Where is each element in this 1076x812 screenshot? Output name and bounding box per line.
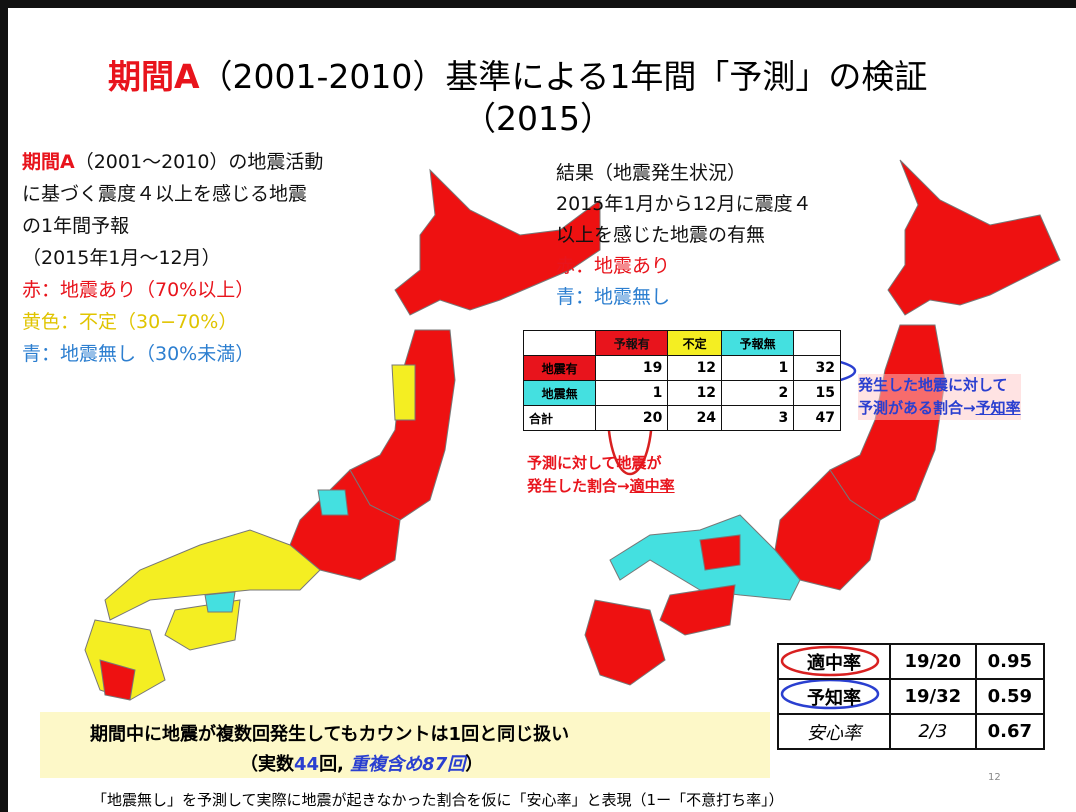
title-lead: 期間A xyxy=(108,57,200,96)
honshu-north-right xyxy=(829,324,946,521)
note-term: 適中率 xyxy=(629,477,675,495)
legend-line: 2015年1月から12月に震度４ xyxy=(556,193,812,215)
score: 0.67 xyxy=(974,713,1046,750)
header-cell: 予報有 xyxy=(595,330,669,356)
note-line: 予測に対して地震が xyxy=(527,454,662,472)
legend-lead: 期間A xyxy=(22,151,75,173)
note-part: （実数 xyxy=(240,754,294,775)
ratio: 19/20 xyxy=(889,643,977,680)
metric: 安心率 xyxy=(777,713,891,750)
ratio: 2/3 xyxy=(889,713,977,750)
note-sub: （実数44回, 重複含め87回） xyxy=(240,750,483,776)
legend-line: の1年間予報 xyxy=(22,215,130,237)
recall-note: 発生した地震に対して 予測がある割合→予知率 xyxy=(858,374,1021,420)
page-number: 12 xyxy=(988,772,1001,783)
precision-note: 予測に対して地震が 発生した割合→適中率 xyxy=(527,452,675,498)
kii-cyan-left xyxy=(204,591,236,613)
contingency-table: 予報有 不定 予報無 地震有 19 12 1 32 地震無 1 12 2 15 合計 20 24 3 47 xyxy=(522,330,841,431)
honshu-yellow-left xyxy=(391,364,416,421)
cell: 47 xyxy=(793,405,841,431)
legend-blue: 青：地震無し xyxy=(556,286,671,308)
legend-line: （2015年1月～12月） xyxy=(22,247,221,269)
note-part: 回, xyxy=(319,754,351,775)
honshu-west-left xyxy=(104,529,321,621)
honshu-cyan-left xyxy=(317,489,349,516)
title-line2: （2015） xyxy=(463,99,613,138)
hokkaido-left xyxy=(394,168,601,316)
ratio: 19/32 xyxy=(889,678,977,715)
legend-yellow: 黄色：不定（30−70%） xyxy=(22,311,238,333)
shikoku-right xyxy=(659,584,736,636)
cell: 12 xyxy=(667,355,723,381)
cell: 2 xyxy=(721,380,795,406)
legend-line: 以上を感じた地震の有無 xyxy=(556,224,766,246)
cell: 20 xyxy=(595,405,669,431)
left-legend: 期間A（2001～2010）の地震活動 に基づく震度４以上を感じる地震 の1年間… xyxy=(22,146,323,370)
note-main: 期間中に地震が複数回発生してもカウントは1回と同じ扱い xyxy=(90,724,570,745)
note-part: 44 xyxy=(294,754,320,775)
cell: 1 xyxy=(595,380,669,406)
note-term: 予知率 xyxy=(975,399,1021,417)
legend-blue: 青：地震無し（30%未満） xyxy=(22,343,255,365)
cell: 12 xyxy=(667,380,723,406)
header-cell xyxy=(793,330,841,356)
header-cell xyxy=(522,330,597,356)
legend-text: （2001～2010）の地震活動 xyxy=(74,151,324,173)
legend-red: 赤：地震あり（70%以上） xyxy=(22,279,255,301)
note-line: 予測がある割合→予知率 xyxy=(858,397,1021,420)
hokkaido-right xyxy=(887,159,1061,316)
note-text: 発生した割合→ xyxy=(527,477,630,495)
footer: 「地震無し」を予測して実際に地震が起きなかった割合を仮に「安心率」と表現（1ー「… xyxy=(92,791,784,809)
chugoku-red-right xyxy=(699,534,741,571)
score: 0.59 xyxy=(974,678,1046,715)
cell: 3 xyxy=(721,405,795,431)
cell: 15 xyxy=(793,380,841,406)
legend-red: 赤：地震あり xyxy=(556,255,671,277)
cell: 19 xyxy=(595,355,669,381)
cell: 24 xyxy=(667,405,723,431)
row-label: 地震無 xyxy=(522,380,597,406)
summary-table: 適中率 19/20 0.95 予知率 19/32 0.59 安心率 2/3 0.67 xyxy=(777,643,1046,750)
note-box: 期間中に地震が複数回発生してもカウントは1回と同じ扱い （実数44回, 重複含め… xyxy=(40,712,770,778)
kyushu-red-left xyxy=(99,659,136,701)
legend-line: に基づく震度４以上を感じる地震 xyxy=(22,183,308,205)
note-text: 予測がある割合→ xyxy=(858,399,976,417)
row-label: 地震有 xyxy=(522,355,597,381)
note-part: ） xyxy=(465,754,484,775)
note-line: 発生した割合→適中率 xyxy=(527,475,675,498)
honshu-north-left xyxy=(349,329,456,521)
cell: 32 xyxy=(793,355,841,381)
score: 0.95 xyxy=(974,643,1046,680)
kyushu-right xyxy=(584,599,666,686)
metric: 適中率 xyxy=(777,643,891,680)
row-label: 合計 xyxy=(522,405,597,431)
header-cell: 予報無 xyxy=(721,330,795,356)
cell: 1 xyxy=(721,355,795,381)
metric: 予知率 xyxy=(777,678,891,715)
note-line: 発生した地震に対して xyxy=(858,376,1008,394)
right-legend: 結果（地震発生状況） 2015年1月から12月に震度４ 以上を感じた地震の有無 … xyxy=(556,158,812,313)
header-cell: 不定 xyxy=(667,330,723,356)
legend-line: 結果（地震発生状況） xyxy=(556,162,747,184)
title-rest: （2001-2010）基準による1年間「予測」の検証 xyxy=(199,57,928,96)
note-part: 重複含め87回 xyxy=(350,754,466,775)
legend-line: 期間A（2001～2010）の地震活動 xyxy=(22,146,323,178)
title: 期間A（2001-2010）基準による1年間「予測」の検証 xyxy=(108,50,927,98)
